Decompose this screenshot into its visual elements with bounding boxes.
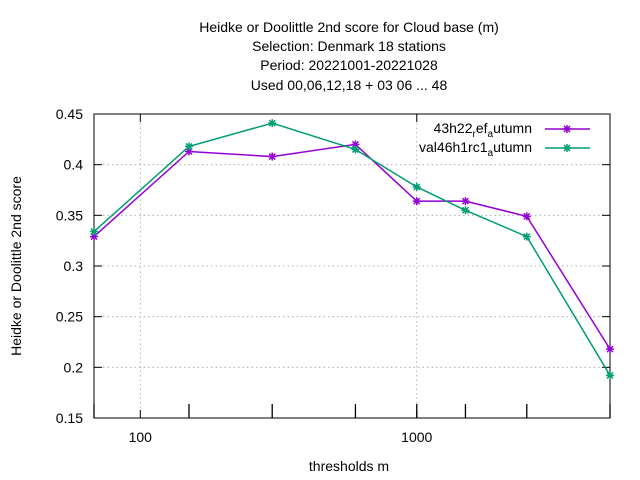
legend-marker-1 bbox=[563, 125, 571, 133]
grid bbox=[94, 114, 610, 418]
series-1-point bbox=[268, 152, 277, 161]
legend-label-1: 43h22refautumn bbox=[434, 120, 532, 140]
legend-marker-2 bbox=[563, 144, 571, 152]
y-axis-label: Heidke or Doolittle 2nd score bbox=[8, 176, 24, 356]
y-tick-label: 0.15 bbox=[56, 410, 83, 426]
series-1-point bbox=[461, 197, 470, 206]
x-tick-label: 100 bbox=[129, 429, 153, 445]
series-1-point bbox=[522, 212, 531, 221]
series-2-point bbox=[268, 119, 277, 128]
series-1-point bbox=[606, 345, 614, 354]
title-line-2: Selection: Denmark 18 stations bbox=[252, 38, 446, 54]
legend: 43h22refautumn val46h1rc1autumn bbox=[419, 120, 590, 159]
plot-frame bbox=[93, 113, 611, 419]
x-axis-label: thresholds m bbox=[309, 458, 389, 474]
legend-label-2: val46h1rc1autumn bbox=[419, 139, 532, 159]
series-2-point bbox=[184, 142, 193, 151]
series-2-point bbox=[522, 232, 531, 241]
series-lines bbox=[90, 119, 614, 380]
y-tick-label: 0.3 bbox=[64, 258, 84, 274]
series-2-point bbox=[351, 145, 360, 154]
series-1-point bbox=[184, 147, 193, 156]
title-line-3: Period: 20221001-20221028 bbox=[260, 57, 438, 73]
y-tick-label: 0.4 bbox=[64, 157, 84, 173]
series-2-point bbox=[90, 227, 98, 236]
y-tick-label: 0.25 bbox=[56, 309, 83, 325]
series-line-2 bbox=[93, 122, 611, 376]
y-tick-label: 0.2 bbox=[64, 359, 84, 375]
title-line-4: Used 00,06,12,18 + 03 06 ... 48 bbox=[251, 77, 448, 93]
series-1-point bbox=[412, 197, 421, 206]
title-line-1: Heidke or Doolittle 2nd score for Cloud … bbox=[199, 19, 499, 35]
series-2-point bbox=[606, 371, 614, 380]
x-tick-labels: 100 1000 bbox=[129, 429, 433, 445]
y-tick-label: 0.35 bbox=[56, 207, 83, 223]
series-2-point bbox=[412, 182, 421, 191]
series-2-point bbox=[461, 206, 470, 215]
y-tick-label: 0.45 bbox=[56, 106, 83, 122]
series-1-point bbox=[90, 232, 98, 241]
x-tick-label: 1000 bbox=[401, 429, 432, 445]
chart-title: Heidke or Doolittle 2nd score for Cloud … bbox=[199, 19, 499, 93]
series-line-1 bbox=[93, 143, 611, 350]
y-tick-labels: 0.15 0.2 0.25 0.3 0.35 0.4 0.45 bbox=[56, 106, 83, 426]
